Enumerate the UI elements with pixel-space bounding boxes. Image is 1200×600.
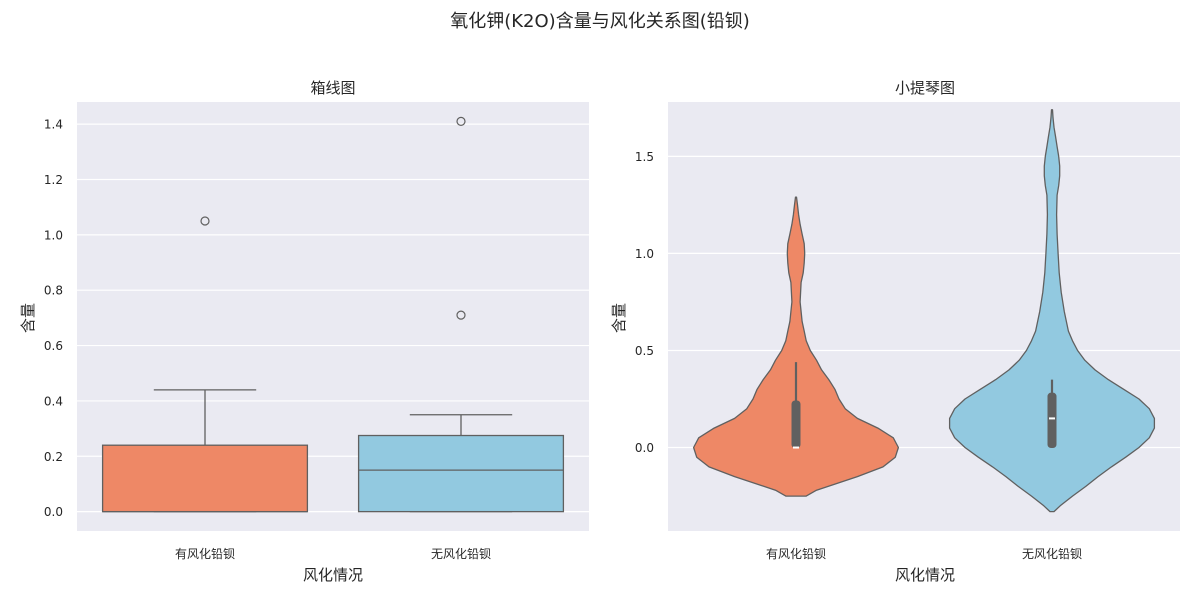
violin-y-tick-label-1-5: 1.5: [635, 150, 654, 164]
boxplot-y-tick-label-0-8: 0.8: [44, 284, 63, 298]
boxplot-y-tick-label-1-0: 1.0: [44, 228, 63, 242]
boxplot-x-tick-label-1: 有风化铅钡: [175, 547, 235, 561]
violin-y-tick-label-0-0: 0.0: [635, 441, 654, 455]
boxplot-y-tick-label-0-0: 0.0: [44, 505, 63, 519]
violin-x-ticks: 有风化铅钡 无风化铅钡: [766, 547, 1082, 561]
boxplot-y-tick-label-1-4: 1.4: [44, 118, 63, 132]
boxplot-x-axis-label: 风化情况: [303, 566, 363, 584]
boxplot-y-tick-label-0-2: 0.2: [44, 450, 63, 464]
violin-1-iqr-box: [792, 401, 800, 448]
violin-2-iqr-box: [1048, 393, 1056, 447]
violin-x-axis-label: 风化情况: [895, 566, 955, 584]
boxplot-x-tick-label-2: 无风化铅钡: [431, 547, 491, 561]
figure-title: 氧化钾(K2O)含量与风化关系图(铅钡): [450, 11, 750, 32]
boxplot-y-tick-label-0-4: 0.4: [44, 394, 63, 408]
boxplot-x-ticks: 有风化铅钡 无风化铅钡: [175, 547, 491, 561]
violin-y-tick-label-1-0: 1.0: [635, 247, 654, 261]
boxplot-y-ticks: 0.0 0.2 0.4 0.6 0.8 1.0 1.2 1.4: [44, 118, 63, 519]
boxplot-y-tick-label-1-2: 1.2: [44, 173, 63, 187]
boxplot-panel: 0.00.20.40.60.81.01.21.4 有风化铅钡 无风化铅钡 箱线图 …: [19, 79, 589, 584]
violin-title: 小提琴图: [895, 79, 955, 97]
box-1-body: [103, 445, 308, 511]
boxplot-title: 箱线图: [310, 79, 355, 97]
box-2-body: [359, 436, 564, 512]
violin-x-tick-label-2: 无风化铅钡: [1022, 547, 1082, 561]
violin-x-tick-label-1: 有风化铅钡: [766, 547, 826, 561]
violin-y-tick-label-0-5: 0.5: [635, 344, 654, 358]
violin-y-axis-label: 含量: [610, 303, 628, 333]
violin-panel: 0.0 0.5 1.0 1.5 有风化铅钡 无风化铅钡 小提琴图 风化情况 含量: [610, 79, 1180, 584]
violin-y-ticks: 0.0 0.5 1.0 1.5: [635, 150, 654, 455]
boxplot-y-axis-label: 含量: [19, 303, 37, 333]
boxplot-y-tick-label-0-6: 0.6: [44, 339, 63, 353]
